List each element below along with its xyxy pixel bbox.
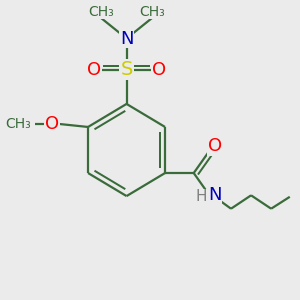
Text: S: S	[120, 60, 133, 79]
Text: O: O	[45, 115, 59, 133]
Text: CH₃: CH₃	[5, 117, 31, 131]
Text: CH₃: CH₃	[140, 5, 165, 19]
Text: O: O	[87, 61, 101, 79]
Text: H: H	[195, 189, 207, 204]
Text: CH₃: CH₃	[88, 5, 114, 19]
Text: O: O	[152, 61, 166, 79]
Text: N: N	[120, 29, 133, 47]
Text: O: O	[208, 137, 222, 155]
Text: N: N	[208, 186, 221, 204]
